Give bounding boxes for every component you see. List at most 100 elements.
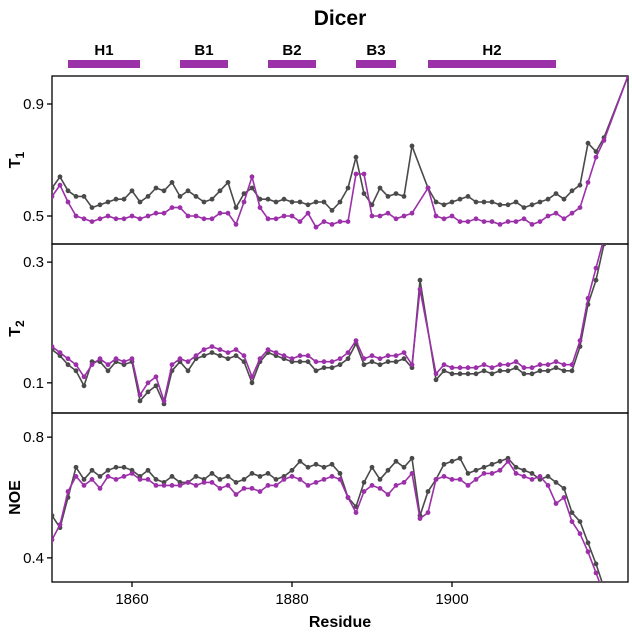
point-series-a-noe-1906 — [497, 458, 503, 464]
panel-noe: 0.4 0.8 NOE 1860 1880 1900 — [7, 412, 629, 608]
point-series-b-t2-1914 — [561, 362, 567, 368]
secondary-structure-bars: H1 B1 B2 B3 H2 — [68, 42, 556, 68]
point-series-a-noe-1872 — [225, 474, 231, 479]
point-series-a-t2-1907 — [505, 368, 511, 374]
region-label-b2: B2 — [282, 42, 301, 59]
point-series-b-t2-1887 — [345, 350, 351, 355]
point-series-b-noe-1878 — [273, 483, 279, 488]
point-series-b-noe-1869 — [201, 480, 207, 485]
point-series-a-noe-1878 — [273, 477, 279, 482]
point-series-a-t2-1869 — [201, 353, 207, 359]
point-series-a-noe-1920 — [610, 592, 615, 597]
point-series-b-t1-1899 — [441, 216, 447, 222]
point-series-b-t1-1883 — [313, 224, 319, 230]
point-series-a-noe-1858 — [113, 464, 119, 470]
point-series-a-t1-1907 — [505, 202, 511, 208]
y-tick-label-noe-0: 0.4 — [23, 550, 44, 567]
point-series-a-noe-1882 — [305, 464, 311, 470]
point-series-b-t1-1917 — [585, 180, 591, 185]
point-series-a-t2-1875 — [249, 380, 255, 386]
point-series-b-t1-1904 — [481, 219, 487, 225]
point-series-a-noe-1914 — [561, 486, 567, 491]
point-series-b-t2-1872 — [225, 350, 231, 355]
point-series-b-t2-1889 — [361, 356, 367, 362]
point-series-b-noe-1863 — [153, 483, 159, 488]
point-series-a-t1-1871 — [217, 188, 223, 194]
point-series-b-noe-1866 — [177, 483, 183, 488]
point-series-b-t2-1881 — [297, 353, 303, 359]
point-series-a-t1-1900 — [449, 199, 455, 205]
point-series-b-t2-1874 — [241, 353, 247, 359]
point-series-b-t2-1890 — [369, 353, 375, 359]
point-series-b-t2-1850 — [52, 344, 55, 349]
point-series-b-noe-1881 — [297, 477, 303, 482]
point-series-a-noe-1881 — [297, 458, 303, 464]
point-series-b-noe-1853 — [73, 474, 79, 479]
point-series-a-noe-1901 — [457, 455, 463, 461]
y-axis-title-noe: NOE — [7, 480, 24, 515]
point-series-a-noe-1857 — [105, 467, 111, 473]
point-series-a-noe-1909 — [521, 467, 527, 473]
point-series-a-noe-1853 — [73, 464, 79, 470]
point-series-b-t2-1898 — [433, 371, 439, 377]
point-series-b-noe-1884 — [321, 477, 327, 482]
point-series-b-noe-1912 — [545, 483, 551, 488]
point-series-b-t1-1880 — [289, 213, 295, 219]
point-series-a-noe-1875 — [249, 471, 255, 476]
region-label-h1: H1 — [94, 42, 113, 59]
point-series-b-noe-1882 — [305, 483, 311, 488]
point-series-b-t2-1855 — [89, 362, 95, 368]
point-series-b-noe-1862 — [145, 477, 151, 482]
region-label-h2: H2 — [482, 42, 501, 59]
point-series-b-t1-1856 — [97, 216, 103, 222]
point-series-b-t2-1854 — [81, 374, 87, 380]
point-series-a-t2-1905 — [489, 371, 495, 377]
region-bar-h2 — [428, 60, 556, 68]
panel-t2: 0.1 0.3 T2 — [7, 243, 629, 414]
point-series-a-t2-1914 — [561, 368, 567, 374]
point-series-b-t1-1916 — [577, 205, 583, 211]
region-bar-b1 — [180, 60, 228, 68]
point-series-a-t1-1854 — [81, 194, 87, 199]
point-series-b-t1-1890 — [369, 213, 375, 219]
point-series-a-t1-1875 — [249, 185, 255, 191]
panels: 0.5 0.9 T1 0.1 0.3 T2 0.4 0.8 NOE 1860 1880 1900 — [7, 75, 629, 608]
point-series-a-noe-1917 — [585, 540, 591, 546]
y-axis-title-subscript-t2: 2 — [13, 320, 27, 327]
point-series-b-t2-1907 — [505, 362, 511, 368]
point-series-a-t1-1855 — [89, 205, 95, 211]
point-series-b-noe-1880 — [289, 474, 295, 479]
point-series-b-t1-1869 — [201, 216, 207, 222]
point-series-b-t1-1881 — [297, 219, 303, 225]
point-series-a-t2-1906 — [497, 368, 503, 374]
point-series-b-t1-1867 — [185, 213, 191, 219]
point-series-b-t1-1868 — [193, 213, 199, 219]
point-series-b-t2-1875 — [249, 374, 255, 380]
point-series-b-t2-1883 — [313, 359, 319, 365]
point-series-a-noe-1903 — [473, 467, 479, 473]
point-series-b-t1-1852 — [65, 199, 71, 205]
point-series-a-t2-1904 — [481, 368, 487, 374]
point-series-a-t2-1889 — [361, 362, 367, 368]
panel-data-noe — [52, 455, 615, 597]
point-series-b-t2-1858 — [113, 356, 119, 362]
point-series-b-t1-1877 — [265, 216, 271, 222]
point-series-a-noe-1856 — [97, 474, 103, 479]
point-series-a-noe-1870 — [209, 471, 215, 476]
point-series-a-noe-1871 — [217, 477, 223, 482]
point-series-b-t1-1911 — [537, 219, 543, 225]
point-series-a-t2-1886 — [337, 362, 343, 368]
point-series-b-t1-1855 — [89, 219, 95, 225]
point-series-a-t2-1910 — [529, 371, 535, 377]
point-series-b-noe-1891 — [377, 486, 383, 491]
point-series-b-t1-1859 — [121, 216, 127, 222]
point-series-b-t1-1888 — [353, 171, 359, 177]
point-series-b-t1-1879 — [281, 213, 287, 219]
point-series-a-t2-1913 — [553, 365, 559, 371]
point-series-a-t2-1887 — [345, 356, 351, 362]
point-series-a-t2-1909 — [521, 371, 527, 377]
point-series-a-t2-1915 — [569, 368, 575, 374]
point-series-a-noe-1919 — [602, 586, 607, 591]
point-series-b-t1-1903 — [473, 216, 479, 222]
point-series-b-t1-1874 — [241, 199, 247, 205]
